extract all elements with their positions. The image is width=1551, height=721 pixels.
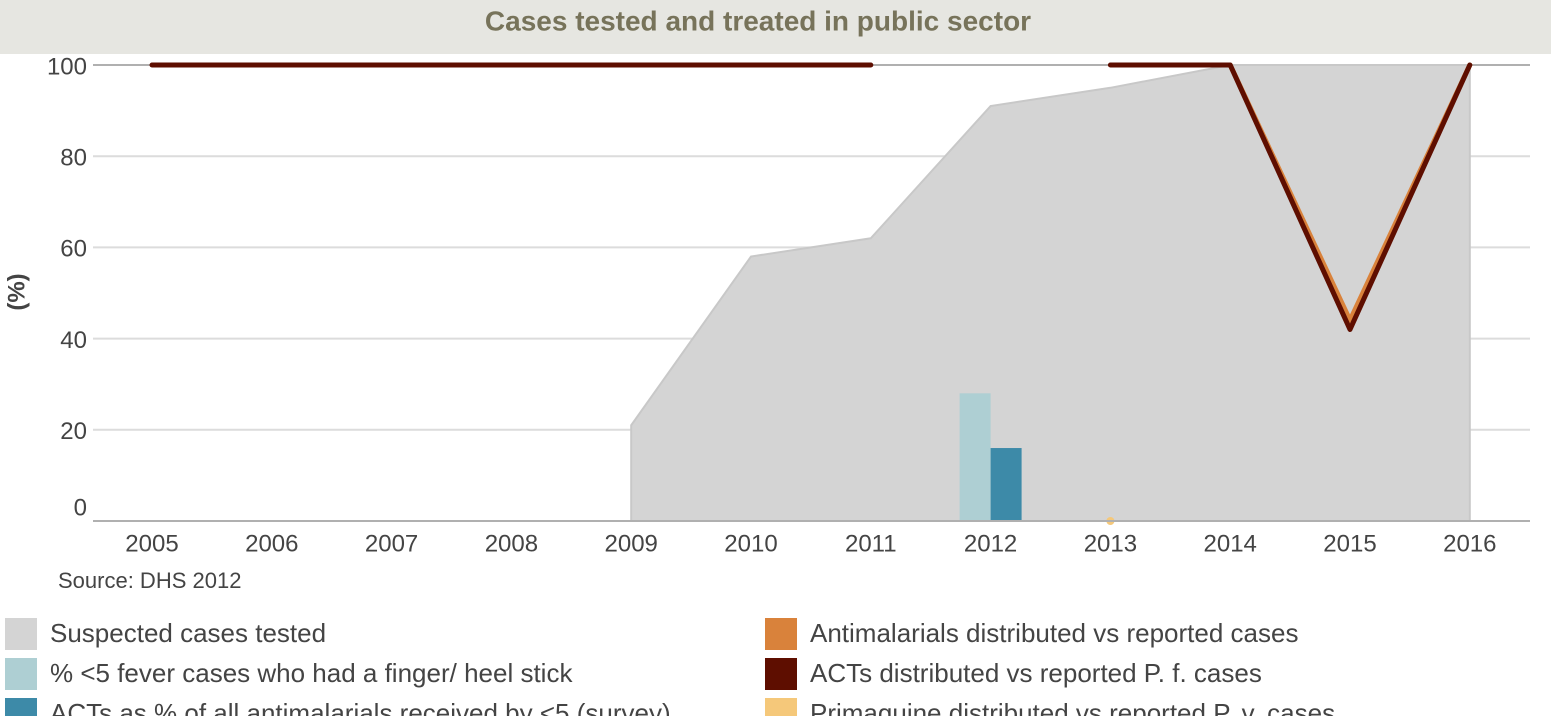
y-tick-label: 60 [60,236,87,263]
legend-swatch [765,618,797,650]
x-tick-label: 2008 [485,530,538,557]
x-tick-label: 2015 [1323,530,1376,557]
bar [959,393,991,521]
legend-swatch [765,658,797,690]
legend-swatch [765,698,797,721]
legend-label: Suspected cases tested [50,618,326,648]
y-tick-label: 80 [60,145,87,172]
x-tick-label: 2016 [1443,530,1496,557]
legend-label: % <5 fever cases who had a finger/ heel … [50,658,573,688]
legend-label: ACTs distributed vs reported P. f. cases [810,658,1262,688]
source: Source: DHS 2012 [58,568,241,593]
title-band [0,0,1551,54]
x-tick-label: 2007 [365,530,418,557]
x-tick-label: 2011 [845,530,897,557]
x-tick-label: 2013 [1084,530,1137,557]
legend-label: ACTs as % of all antimalarials received … [50,698,671,716]
x-tick-label: 2014 [1204,530,1257,557]
legend-swatch [5,618,37,650]
line [1107,62,1473,332]
legend-swatch [5,698,37,721]
x-tick-label: 2005 [125,530,178,557]
y-axis-label: (%) [3,273,30,310]
x-tick-label: 2006 [245,530,298,557]
x-tick-label: 2009 [605,530,658,557]
legend-label: Antimalarials distributed vs reported ca… [810,618,1298,648]
x-tick-label: 2012 [964,530,1017,557]
x-tick-label: 2010 [724,530,777,557]
y-tick-label: 40 [60,327,87,354]
y-tick-label: 20 [60,418,87,445]
y-tick-label: 100 [47,53,87,80]
bar [990,448,1022,521]
chart-title: Cases tested and treated in public secto… [485,5,1031,36]
area [630,64,1471,522]
legend-swatch [5,658,37,690]
y-tick-label: 0 [74,494,87,521]
legend-label: Primaquine distributed vs reported P. v.… [810,698,1335,716]
